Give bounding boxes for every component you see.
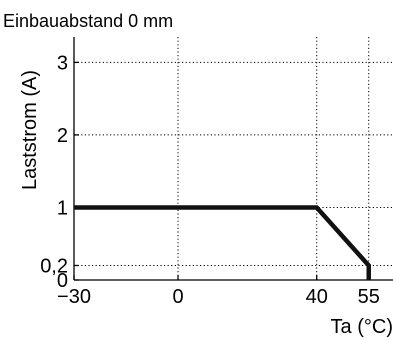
axes <box>73 37 393 281</box>
y-axis-label: Laststrom (A) <box>19 70 41 190</box>
x-tick-label: −30 <box>57 286 91 308</box>
y-tick-label: 3 <box>57 52 68 74</box>
y-tick-label: 0,2 <box>40 255 68 277</box>
x-tick-label: 40 <box>306 286 328 308</box>
x-tick-label: 55 <box>358 286 380 308</box>
series-lines <box>74 205 371 280</box>
chart-title: Einbauabstand 0 mm <box>3 11 173 31</box>
y-tick-label: 0 <box>57 270 68 292</box>
x-tick-label: 0 <box>172 286 183 308</box>
series-line <box>74 205 371 280</box>
grid-lines <box>74 37 393 280</box>
y-tick-label: 1 <box>57 197 68 219</box>
x-axis-label: Ta (°C) <box>331 316 393 338</box>
y-tick-label: 2 <box>57 125 68 147</box>
